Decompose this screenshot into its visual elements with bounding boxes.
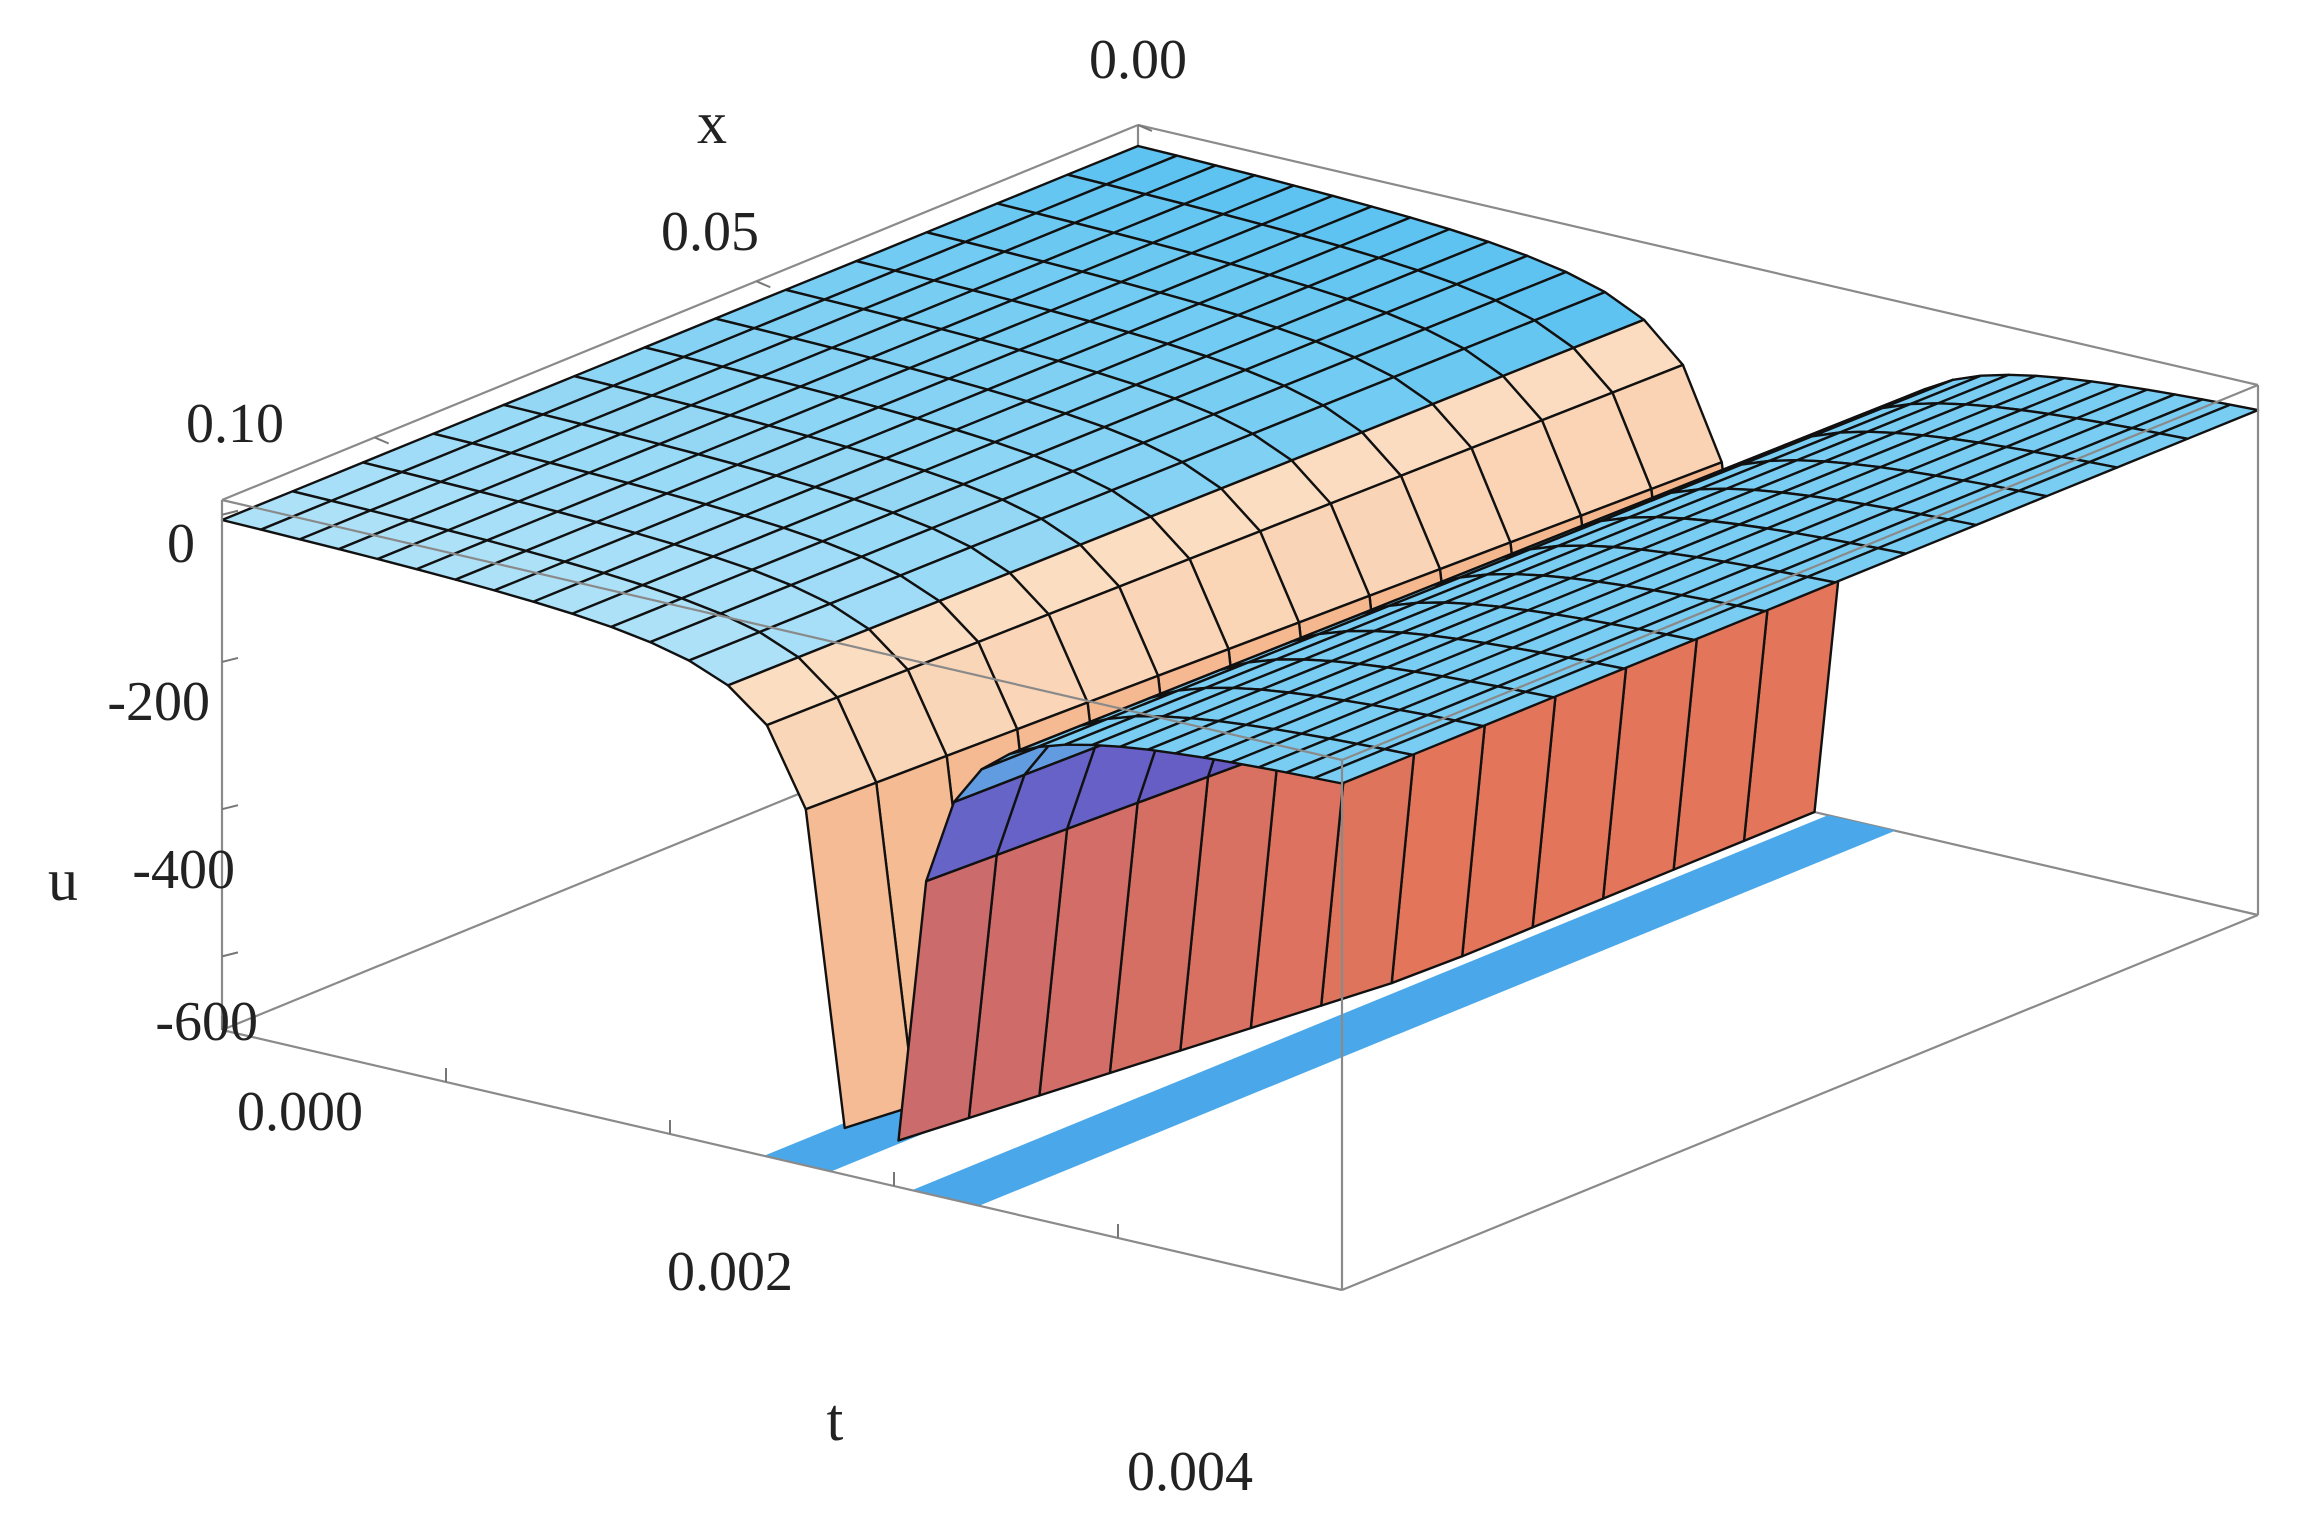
t-axis-title: t (827, 1387, 844, 1453)
x-tick-mark-1 (755, 280, 771, 289)
x-tick-label-2: 0.10 (186, 393, 284, 455)
u-tick-mark-1 (221, 656, 239, 663)
t-tick-label-2: 0.004 (1127, 1441, 1253, 1503)
x-axis: 0.00 0.05 0.10 x (186, 29, 1187, 455)
x-tick-label-1: 0.05 (661, 201, 759, 263)
u-axis: 0 -200 -400 -600 u (48, 513, 258, 1053)
box-edge-top-right (1341, 383, 2259, 762)
surface-mesh (220, 144, 2260, 1142)
t-axis: 0.000 0.002 0.004 t (237, 1081, 1253, 1503)
box-edge-top-front (221, 498, 1343, 762)
floor-strip-right (911, 815, 1896, 1206)
u-tick-mark-0 (221, 509, 239, 516)
u-tick-label-2: -400 (132, 839, 235, 901)
x-tick-mark-0 (1137, 124, 1153, 132)
u-tick-label-0: 0 (167, 513, 195, 575)
x-tick-mark-2 (374, 436, 390, 445)
x-axis-title: x (697, 90, 727, 156)
x-tick-label-0: 0.00 (1089, 29, 1187, 91)
mesh-cell-left-15-12 (804, 781, 917, 1130)
box-edge-bottom-right (1341, 913, 2259, 1292)
t-tick-label-0: 0.000 (237, 1081, 363, 1143)
u-tick-mark-2 (221, 804, 239, 811)
u-tick-label-1: -200 (107, 671, 210, 733)
box-edge-top-back (1137, 123, 2259, 387)
t-tick-label-1: 0.002 (667, 1241, 793, 1303)
u-axis-title: u (48, 847, 78, 913)
u-tick-mark-3 (221, 951, 239, 958)
mesh-cell-right-0-12 (1313, 748, 1414, 785)
u-tick-label-3: -600 (155, 991, 258, 1053)
box-edge-bottom-front (221, 1028, 1343, 1292)
bounding-box-front-edges (220, 124, 2260, 1292)
